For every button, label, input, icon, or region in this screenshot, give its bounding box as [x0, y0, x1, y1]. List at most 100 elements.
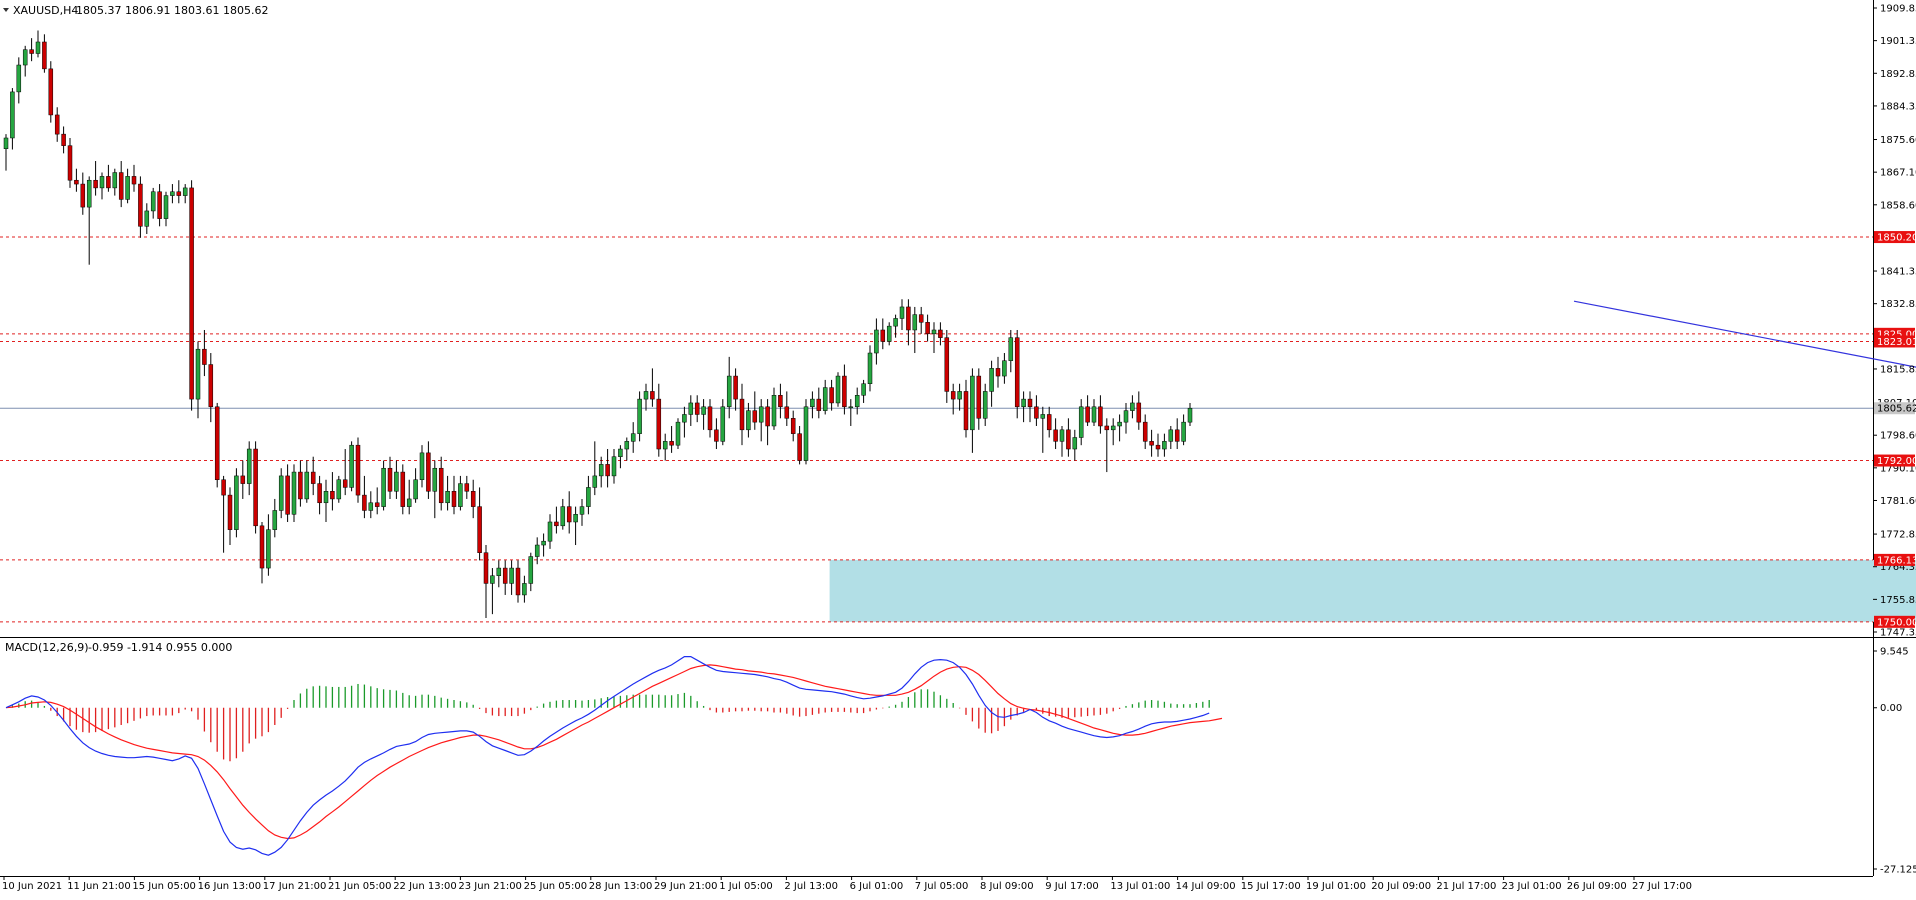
candle	[157, 184, 162, 227]
time-tick-label: 7 Jul 05:00	[915, 881, 969, 892]
candle-body	[650, 391, 655, 400]
candle-body	[291, 471, 297, 515]
candle-body	[317, 483, 322, 504]
candle-body	[246, 448, 252, 484]
candle	[982, 383, 988, 426]
triangle-down-icon[interactable]	[3, 8, 9, 12]
macd-tick-label: 0.00	[1880, 703, 1902, 714]
candle-body	[1123, 410, 1129, 423]
candle-body	[221, 479, 226, 496]
candle	[1104, 418, 1110, 473]
candle	[16, 57, 22, 104]
candle	[67, 137, 73, 188]
candle-body	[368, 502, 374, 511]
candle	[1123, 402, 1129, 434]
candle-body	[10, 91, 15, 139]
candle	[323, 479, 329, 522]
candle-body	[1085, 406, 1090, 423]
candle-body	[131, 176, 137, 185]
time-tick-label: 10 Jun 2021	[2, 881, 62, 892]
candle	[886, 322, 892, 346]
candle-body	[1187, 407, 1193, 423]
candle	[848, 399, 854, 426]
candle	[810, 391, 815, 419]
time-tick-label: 20 Jul 09:00	[1371, 881, 1431, 892]
candle	[765, 399, 770, 446]
candle-body	[3, 137, 9, 149]
candle-body	[227, 494, 233, 530]
candle	[829, 379, 834, 411]
price-tick-label: 1815.85	[1880, 364, 1916, 375]
candle-body	[144, 210, 150, 227]
candle	[125, 168, 130, 204]
candle-body	[304, 471, 310, 500]
candle-body	[989, 368, 994, 392]
candle-body	[253, 448, 258, 527]
candle-body	[285, 475, 290, 515]
candle-body	[266, 529, 271, 569]
time-tick-label: 16 Jun 13:00	[198, 881, 262, 892]
candle	[458, 475, 463, 511]
candle-body	[1174, 429, 1180, 442]
candle	[330, 472, 335, 511]
price-level-tag: 1823.01	[1877, 337, 1916, 348]
candle	[726, 356, 732, 419]
candle-body	[1142, 421, 1148, 442]
candle-body	[496, 567, 502, 576]
candle-body	[624, 441, 630, 450]
candle-body	[899, 306, 905, 319]
price-tick-label: 1747.35	[1880, 628, 1916, 639]
candle-body	[605, 464, 610, 477]
candle	[246, 441, 252, 496]
price-tick-label: 1755.85	[1880, 595, 1916, 606]
candle-body	[150, 191, 156, 212]
ohlc-values: 1805.37 1806.91 1803.61 1805.62	[76, 4, 268, 17]
candle	[605, 449, 610, 488]
candle	[970, 368, 975, 453]
price-level-tag: 1825.00	[1877, 329, 1916, 340]
candle-body	[1040, 414, 1046, 419]
candle	[675, 418, 681, 450]
candle-body	[419, 452, 425, 480]
candle	[93, 161, 98, 196]
candle-body	[829, 387, 834, 404]
candle	[694, 395, 700, 423]
time-tick-label: 26 Jul 09:00	[1567, 881, 1627, 892]
price-tick-label: 1909.85	[1880, 4, 1916, 15]
candle	[1021, 391, 1026, 423]
time-axis: 10 Jun 2021 11 Jun 21:00 15 Jun 05:00 16 Ju…	[2, 876, 1692, 892]
candle	[298, 460, 303, 507]
candle	[3, 134, 9, 171]
candle	[925, 314, 930, 342]
candle	[1168, 425, 1174, 450]
candle-body	[99, 176, 105, 189]
candle	[611, 449, 617, 484]
candle-body	[1059, 429, 1065, 442]
time-tick-label: 21 Jun 05:00	[328, 881, 392, 892]
candle	[182, 184, 188, 204]
candle	[637, 391, 642, 442]
candle-body	[394, 471, 399, 492]
candle-body	[298, 471, 303, 500]
candle-body	[867, 352, 873, 384]
candle-body	[707, 406, 713, 431]
candle	[1187, 402, 1193, 426]
candle	[29, 38, 34, 62]
candle	[880, 318, 886, 350]
candle	[163, 191, 169, 227]
candle	[272, 498, 278, 538]
candle	[99, 172, 105, 200]
candle-body	[208, 364, 214, 408]
candle	[714, 418, 719, 450]
candle-body	[970, 375, 975, 431]
candle-body	[426, 452, 431, 492]
candle	[1098, 395, 1103, 434]
candle	[630, 422, 636, 453]
candle	[170, 184, 175, 204]
candle-body	[445, 491, 450, 504]
candle-body	[278, 475, 284, 511]
candle	[285, 464, 290, 522]
candle	[54, 107, 60, 142]
